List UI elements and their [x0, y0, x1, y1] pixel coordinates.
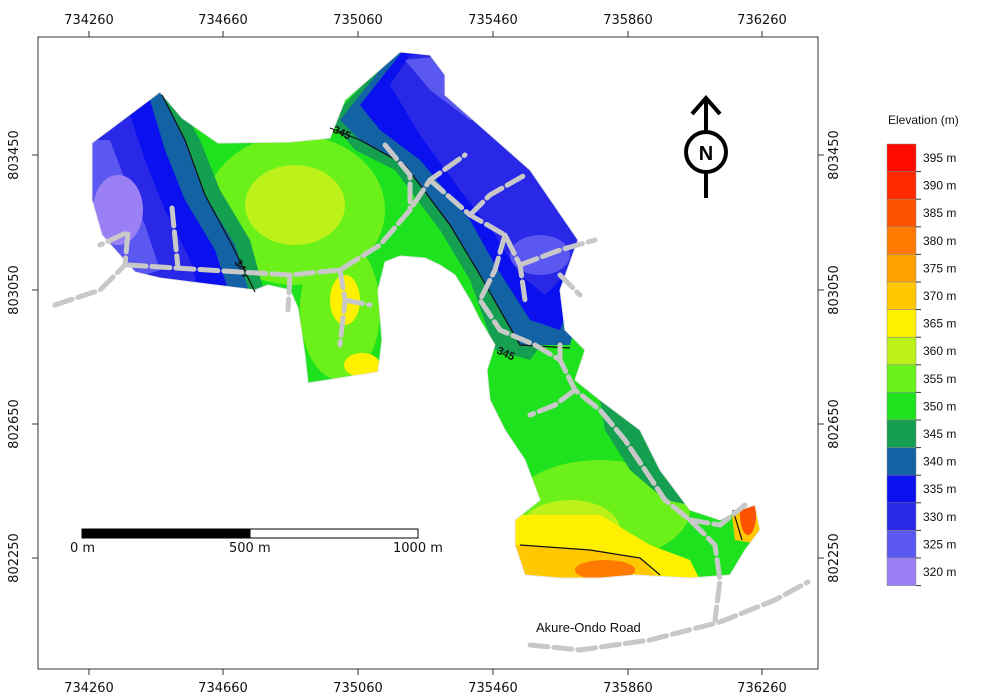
legend-swatch	[886, 309, 917, 338]
x-tick-label: 735460	[468, 681, 518, 696]
y-tick-label: 802650	[827, 399, 842, 449]
y-tick-label: 803450	[7, 130, 22, 180]
legend-swatch	[886, 419, 917, 448]
legend-swatch	[886, 474, 917, 504]
legend-swatch	[886, 557, 917, 586]
x-tick-label: 734260	[64, 13, 114, 28]
legend-swatch	[886, 392, 917, 421]
legend-swatch	[886, 171, 917, 200]
legend-label: 345 m	[923, 427, 956, 441]
road-label: Akure-Ondo Road	[536, 620, 641, 635]
y-tick-label: 803050	[7, 265, 22, 315]
north-arrow: N	[684, 94, 728, 198]
legend-label: 350 m	[923, 399, 956, 413]
legend-title: Elevation (m)	[888, 113, 959, 127]
legend-swatch	[886, 336, 917, 366]
x-tick-label: 735860	[603, 681, 653, 696]
legend-label: 335 m	[923, 482, 956, 496]
y-tick-label: 802650	[7, 399, 22, 449]
legend-label: 330 m	[923, 510, 956, 524]
legend-swatch	[886, 530, 917, 559]
legend-swatch	[886, 143, 917, 172]
x-tick-label: 736260	[737, 13, 787, 28]
x-tick-label: 736260	[737, 681, 787, 696]
legend-label: 395 m	[923, 151, 956, 165]
scale-bar: 0 m 500 m 1000 m	[70, 528, 443, 556]
legend-swatch	[886, 364, 917, 393]
y-tick-label: 803450	[827, 130, 842, 180]
axis-ticks: 734260 734260 734660 734660 735060 735060 7354…	[7, 13, 842, 696]
legend-label: 375 m	[923, 261, 956, 275]
legend-label: 340 m	[923, 455, 956, 469]
scale-label-0: 0 m	[70, 541, 95, 556]
legend-swatch	[886, 254, 917, 283]
legend-swatch	[886, 502, 917, 531]
x-tick-label: 735460	[468, 13, 518, 28]
legend-label: 385 m	[923, 206, 956, 220]
legend-label: 365 m	[923, 317, 956, 331]
y-tick-label: 803050	[827, 265, 842, 315]
site-boundary	[91, 51, 761, 579]
legend-label: 360 m	[923, 344, 956, 358]
x-tick-label: 735060	[333, 681, 383, 696]
x-tick-label: 735060	[333, 13, 383, 28]
legend-swatch	[886, 198, 917, 228]
legend-swatch	[886, 447, 917, 476]
x-tick-label: 735860	[603, 13, 653, 28]
legend-label: 320 m	[923, 565, 956, 579]
y-tick-label: 802250	[827, 533, 842, 583]
north-label: N	[699, 143, 713, 165]
legend-label: 390 m	[923, 179, 956, 193]
x-tick-label: 734260	[64, 681, 114, 696]
legend-label: 325 m	[923, 537, 956, 551]
legend-label: 370 m	[923, 289, 956, 303]
scale-label-1000: 1000 m	[393, 541, 443, 556]
legend: Elevation (m) 395 m 390 m 385 m 380 m 375 m 3…	[886, 113, 959, 587]
y-tick-label: 802250	[7, 533, 22, 583]
legend-swatch	[886, 226, 917, 255]
x-tick-label: 734660	[198, 13, 248, 28]
legend-label: 355 m	[923, 372, 956, 386]
road-network	[52, 142, 811, 653]
scale-label-500: 500 m	[229, 541, 271, 556]
legend-swatch	[886, 281, 917, 310]
legend-label: 380 m	[923, 234, 956, 248]
x-tick-label: 734660	[198, 681, 248, 696]
